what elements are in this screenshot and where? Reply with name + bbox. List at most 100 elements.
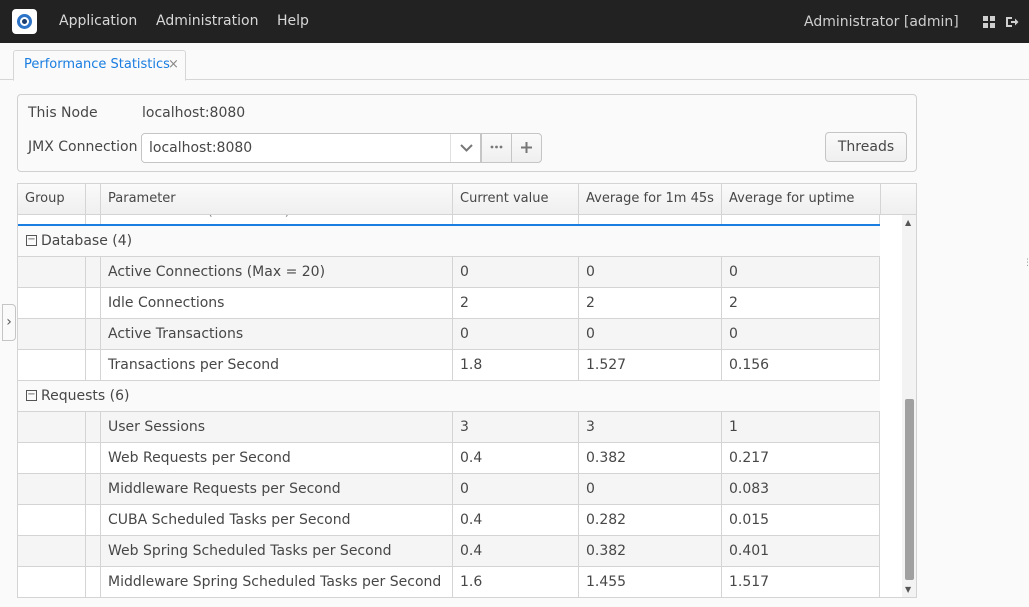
tab-bar: Performance Statistics × bbox=[0, 43, 1029, 81]
plus-icon bbox=[521, 142, 532, 153]
table-row[interactable]: Thread Count (Peak = 35) 35 35 45 bbox=[18, 215, 880, 226]
cell-average-uptime: 0 bbox=[722, 257, 880, 287]
cell-average-uptime: 0.015 bbox=[722, 505, 880, 535]
menu-administration[interactable]: Administration bbox=[156, 13, 259, 29]
column-group[interactable]: Group bbox=[18, 184, 86, 215]
cell-current-value: 1.8 bbox=[453, 350, 579, 380]
cell-parameter: User Sessions bbox=[101, 412, 453, 442]
table-row[interactable]: Transactions per Second 1.8 1.527 0.156 bbox=[18, 350, 880, 381]
user-name[interactable]: Administrator [admin] bbox=[804, 14, 959, 30]
this-node-value: localhost:8080 bbox=[142, 105, 246, 121]
collapse-icon[interactable]: − bbox=[26, 234, 37, 246]
cell-current-value: 0.4 bbox=[453, 443, 579, 473]
cell-parameter: Middleware Spring Scheduled Tasks per Se… bbox=[101, 567, 453, 597]
table-header: Group Parameter Current value Average fo… bbox=[18, 184, 916, 215]
cell-average-period: 0 bbox=[579, 474, 722, 504]
scroll-up-icon[interactable]: ▲ bbox=[905, 218, 912, 227]
cell-spacer bbox=[86, 536, 101, 566]
column-parameter[interactable]: Parameter bbox=[101, 184, 453, 215]
cell-spacer bbox=[86, 505, 101, 535]
group-row[interactable]: − Database (4) bbox=[18, 226, 880, 257]
ellipsis-button[interactable] bbox=[481, 133, 512, 163]
group-title: Database (4) bbox=[41, 233, 133, 249]
column-spacer bbox=[86, 184, 101, 215]
cell-current-value: 2 bbox=[453, 288, 579, 318]
tab-close-icon[interactable]: × bbox=[168, 57, 179, 72]
cell-spacer bbox=[86, 257, 101, 287]
table-row[interactable]: CUBA Scheduled Tasks per Second 0.4 0.282 0… bbox=[18, 505, 880, 536]
cell-average-uptime: 0.401 bbox=[722, 536, 880, 566]
cell-parameter: Web Requests per Second bbox=[101, 443, 453, 473]
cell-group bbox=[18, 412, 86, 442]
group-title: Requests (6) bbox=[41, 388, 130, 404]
table-row[interactable]: Middleware Spring Scheduled Tasks per Se… bbox=[18, 567, 880, 597]
chevron-down-icon[interactable] bbox=[450, 134, 481, 162]
table-row[interactable]: Active Transactions 0 0 0 bbox=[18, 319, 880, 350]
app-logo[interactable] bbox=[12, 9, 37, 34]
cell-current-value: 0 bbox=[453, 319, 579, 349]
cell-average-uptime: 1.517 bbox=[722, 567, 880, 597]
statistics-table: Group Parameter Current value Average fo… bbox=[17, 183, 917, 598]
add-connection-button[interactable] bbox=[511, 133, 542, 163]
cell-spacer bbox=[86, 350, 101, 380]
cell-spacer bbox=[86, 443, 101, 473]
cell-average-period: 1.455 bbox=[579, 567, 722, 597]
scroll-down-icon[interactable]: ▼ bbox=[905, 585, 912, 594]
table-row[interactable]: Web Requests per Second 0.4 0.382 0.217 bbox=[18, 443, 880, 474]
table-row[interactable]: Idle Connections 2 2 2 bbox=[18, 288, 880, 319]
cell-average-uptime: 0 bbox=[722, 319, 880, 349]
cell-group bbox=[18, 567, 86, 597]
column-average-uptime[interactable]: Average for uptime bbox=[722, 184, 881, 215]
cell-current-value: 0 bbox=[453, 474, 579, 504]
column-current-value[interactable]: Current value bbox=[453, 184, 579, 215]
cell-spacer bbox=[86, 567, 101, 597]
tab-performance-statistics[interactable]: Performance Statistics × bbox=[13, 50, 186, 81]
cell-average-period: 0.382 bbox=[579, 536, 722, 566]
chevron-right-icon[interactable]: › bbox=[2, 304, 16, 341]
cell-group bbox=[18, 350, 86, 380]
cell-current-value: 0.4 bbox=[453, 536, 579, 566]
menu-help[interactable]: Help bbox=[277, 13, 309, 29]
cell-current-value: 3 bbox=[453, 412, 579, 442]
vertical-scrollbar[interactable]: ▲ ▼ bbox=[902, 215, 916, 597]
table-row[interactable]: Web Spring Scheduled Tasks per Second 0.4… bbox=[18, 536, 880, 567]
cell-group bbox=[18, 474, 86, 504]
cell-average-period: 0.382 bbox=[579, 443, 722, 473]
column-average-period[interactable]: Average for 1m 45s bbox=[579, 184, 722, 215]
table-row[interactable]: User Sessions 3 3 1 bbox=[18, 412, 880, 443]
cell-parameter: Web Spring Scheduled Tasks per Second bbox=[101, 536, 453, 566]
cell-parameter: Transactions per Second bbox=[101, 350, 453, 380]
cell-parameter: Active Connections (Max = 20) bbox=[101, 257, 453, 287]
cell-spacer bbox=[86, 288, 101, 318]
tab-label[interactable]: Performance Statistics bbox=[24, 57, 170, 72]
cell-group bbox=[18, 443, 86, 473]
table-row[interactable]: Active Connections (Max = 20) 0 0 0 bbox=[18, 257, 880, 288]
grid-icon[interactable] bbox=[983, 15, 997, 29]
jmx-connection-select[interactable]: localhost:8080 bbox=[141, 133, 481, 163]
top-menu-bar: Application Administration Help Administ… bbox=[0, 0, 1029, 43]
cell-average-period: 3 bbox=[579, 412, 722, 442]
cell-current-value: 1.6 bbox=[453, 567, 579, 597]
resize-grip-icon[interactable]: ⋮ bbox=[1023, 258, 1029, 268]
cell-average-uptime: 0.156 bbox=[722, 350, 880, 380]
cell-average-period: 0.282 bbox=[579, 505, 722, 535]
collapse-icon[interactable]: − bbox=[26, 389, 37, 401]
jmx-connection-label: JMX Connection bbox=[28, 139, 138, 155]
logout-icon[interactable] bbox=[1005, 15, 1019, 29]
threads-button[interactable]: Threads bbox=[825, 132, 907, 162]
table-row[interactable]: Middleware Requests per Second 0 0 0.083 bbox=[18, 474, 880, 505]
cell-current-value: 0.4 bbox=[453, 505, 579, 535]
cell-parameter: Active Transactions bbox=[101, 319, 453, 349]
cell-parameter: CUBA Scheduled Tasks per Second bbox=[101, 505, 453, 535]
cell-current-value: 0 bbox=[453, 257, 579, 287]
cell-group bbox=[18, 288, 86, 318]
group-row[interactable]: − Requests (6) bbox=[18, 381, 880, 412]
cell-average-uptime: 1 bbox=[722, 412, 880, 442]
cell-group bbox=[18, 257, 86, 287]
cell-average-period: 0 bbox=[579, 319, 722, 349]
cell-parameter: Middleware Requests per Second bbox=[101, 474, 453, 504]
menu-application[interactable]: Application bbox=[59, 13, 138, 29]
cell-average-period: 2 bbox=[579, 288, 722, 318]
this-node-label: This Node bbox=[28, 105, 98, 121]
scrollbar-thumb[interactable] bbox=[905, 399, 914, 580]
